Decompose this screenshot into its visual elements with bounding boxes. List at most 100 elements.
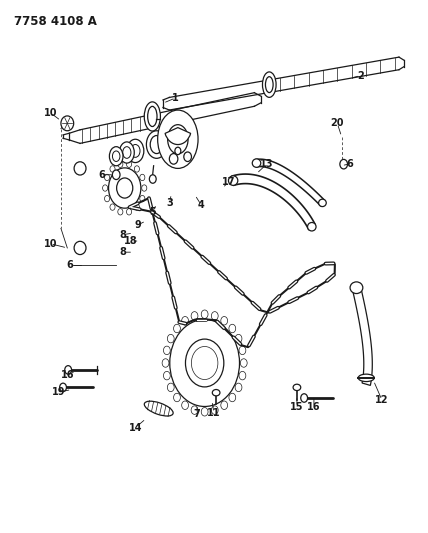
Circle shape	[104, 174, 110, 181]
Ellipse shape	[131, 144, 140, 157]
Text: 10: 10	[44, 239, 57, 249]
Circle shape	[239, 346, 246, 354]
Circle shape	[174, 324, 180, 333]
Circle shape	[191, 406, 198, 414]
Circle shape	[229, 393, 236, 402]
Ellipse shape	[150, 135, 163, 154]
Text: 6: 6	[66, 261, 73, 270]
Circle shape	[105, 164, 144, 213]
Circle shape	[110, 166, 115, 172]
Circle shape	[239, 372, 246, 380]
Text: 1: 1	[172, 93, 179, 103]
Circle shape	[191, 312, 198, 320]
Circle shape	[181, 317, 188, 325]
Polygon shape	[352, 286, 372, 385]
Ellipse shape	[358, 374, 374, 382]
Circle shape	[169, 154, 178, 164]
Text: 13: 13	[260, 159, 274, 168]
Ellipse shape	[262, 72, 276, 98]
Circle shape	[181, 401, 188, 409]
Ellipse shape	[146, 131, 167, 158]
Wedge shape	[165, 127, 190, 144]
Circle shape	[167, 383, 174, 392]
Circle shape	[201, 408, 208, 416]
Text: 6: 6	[347, 159, 354, 168]
Ellipse shape	[61, 116, 74, 131]
Ellipse shape	[168, 125, 188, 154]
Text: 7: 7	[193, 409, 200, 419]
Ellipse shape	[229, 176, 238, 185]
Text: 16: 16	[60, 370, 74, 379]
Circle shape	[113, 170, 120, 180]
Ellipse shape	[308, 222, 316, 231]
Text: 9: 9	[134, 220, 141, 230]
Ellipse shape	[148, 107, 157, 126]
Ellipse shape	[144, 102, 160, 131]
Ellipse shape	[123, 147, 131, 158]
Ellipse shape	[265, 77, 273, 93]
Text: 14: 14	[128, 423, 142, 433]
Text: 19: 19	[52, 387, 65, 397]
Circle shape	[221, 401, 228, 409]
Circle shape	[241, 359, 247, 367]
Text: 16: 16	[307, 402, 321, 412]
Circle shape	[175, 147, 181, 155]
Circle shape	[118, 208, 123, 215]
Text: 10: 10	[44, 108, 57, 118]
Circle shape	[235, 334, 242, 343]
Circle shape	[201, 310, 208, 318]
Ellipse shape	[350, 282, 363, 294]
Circle shape	[174, 393, 180, 402]
Circle shape	[116, 178, 133, 198]
Ellipse shape	[212, 390, 220, 396]
Ellipse shape	[158, 110, 198, 168]
Circle shape	[140, 174, 145, 181]
Circle shape	[59, 383, 66, 392]
Text: 8: 8	[119, 230, 126, 240]
Circle shape	[185, 339, 224, 387]
Circle shape	[110, 204, 115, 211]
Ellipse shape	[293, 384, 301, 391]
Circle shape	[118, 161, 123, 167]
Ellipse shape	[74, 162, 86, 175]
Circle shape	[211, 312, 218, 320]
Text: 2: 2	[357, 70, 364, 80]
Text: 7758 4108 A: 7758 4108 A	[14, 14, 97, 28]
Circle shape	[163, 372, 170, 380]
Text: 5: 5	[149, 207, 156, 217]
Circle shape	[149, 175, 156, 183]
Ellipse shape	[318, 199, 326, 207]
Text: 4: 4	[198, 200, 205, 210]
Circle shape	[65, 366, 71, 374]
Circle shape	[104, 196, 110, 202]
Circle shape	[340, 159, 348, 169]
Circle shape	[167, 334, 174, 343]
Ellipse shape	[110, 147, 123, 166]
Circle shape	[170, 319, 240, 407]
Circle shape	[191, 346, 218, 379]
Text: 11: 11	[207, 408, 221, 418]
Circle shape	[109, 168, 141, 208]
Circle shape	[163, 346, 170, 354]
Text: 17: 17	[222, 176, 236, 187]
Text: 20: 20	[330, 118, 344, 128]
Circle shape	[235, 383, 242, 392]
Circle shape	[127, 208, 131, 215]
Circle shape	[140, 196, 145, 202]
Text: 3: 3	[166, 198, 173, 208]
Circle shape	[184, 152, 191, 161]
Circle shape	[229, 324, 236, 333]
Circle shape	[142, 185, 147, 191]
Ellipse shape	[252, 159, 261, 167]
Ellipse shape	[119, 142, 134, 163]
Ellipse shape	[144, 401, 173, 416]
Text: 18: 18	[124, 236, 138, 246]
Ellipse shape	[127, 139, 144, 163]
Circle shape	[127, 161, 131, 167]
Circle shape	[134, 166, 140, 172]
Text: 6: 6	[98, 170, 105, 180]
Ellipse shape	[74, 241, 86, 255]
Circle shape	[162, 359, 169, 367]
Circle shape	[301, 394, 308, 402]
Circle shape	[211, 406, 218, 414]
